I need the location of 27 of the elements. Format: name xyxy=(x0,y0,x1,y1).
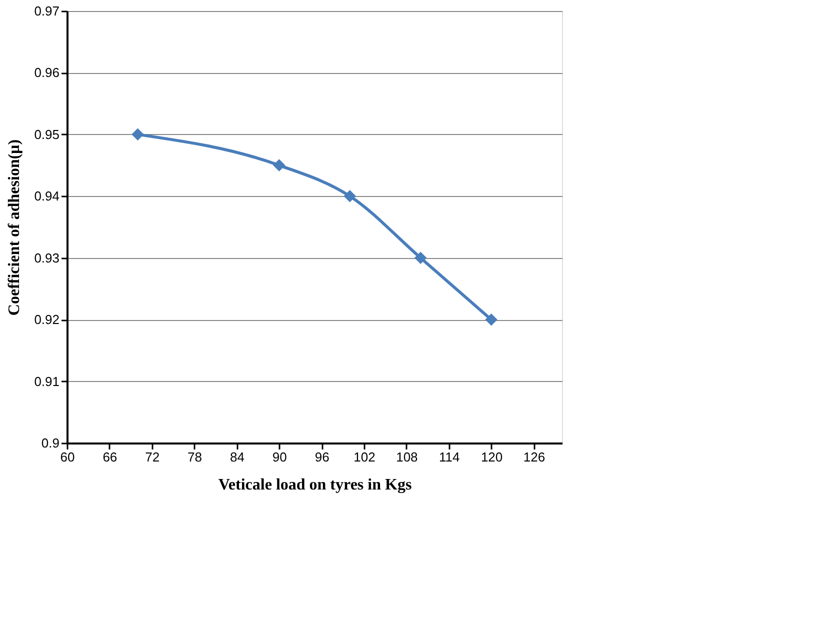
x-tick-label: 60 xyxy=(60,450,75,464)
point xyxy=(132,128,144,141)
y-tick-label: 0.95 xyxy=(34,126,60,142)
y-tick-label: 0.92 xyxy=(34,312,60,328)
point xyxy=(344,190,356,202)
x-tick-label: 72 xyxy=(145,450,160,464)
x-tick-label: 114 xyxy=(438,450,460,464)
point xyxy=(485,313,498,326)
x-tick-label: 102 xyxy=(354,450,376,464)
x-tick-label: 126 xyxy=(523,450,546,464)
x-axis-title: Veticale load on tyres in Kgs xyxy=(218,476,412,494)
y-tick-label: 0.93 xyxy=(34,250,60,266)
y-tick-label: 0.9 xyxy=(41,436,60,450)
y-tick-label: 0.91 xyxy=(34,374,60,389)
x-tick-label: 66 xyxy=(102,450,118,464)
y-tick-label: 0.96 xyxy=(34,65,60,80)
x-tick-label: 78 xyxy=(188,450,202,464)
x-tick-label: 84 xyxy=(230,450,244,464)
x-tick-label: 108 xyxy=(396,450,418,464)
y-tick-label: 0.94 xyxy=(34,188,60,204)
x-tick-label: 96 xyxy=(314,450,330,464)
point xyxy=(273,159,286,172)
x-tick-label: 120 xyxy=(480,450,503,464)
y-tick-label: 0.97 xyxy=(34,4,60,18)
point xyxy=(414,252,427,264)
y-axis-title: Coefficient of adhesion(μ) xyxy=(6,139,24,316)
x-tick-label: 90 xyxy=(272,450,287,464)
